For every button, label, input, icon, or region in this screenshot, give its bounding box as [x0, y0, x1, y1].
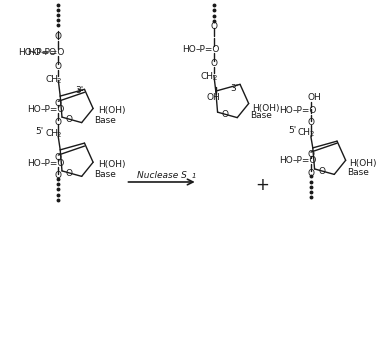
- Text: Base: Base: [250, 111, 272, 120]
- Text: O: O: [55, 171, 62, 180]
- Text: 2: 2: [57, 78, 61, 84]
- Text: H(OH): H(OH): [349, 159, 377, 168]
- Text: O: O: [319, 167, 325, 176]
- Text: O: O: [66, 169, 73, 178]
- Text: HO: HO: [27, 48, 41, 57]
- Text: O: O: [55, 62, 62, 71]
- Text: O: O: [66, 115, 73, 124]
- Text: 3': 3': [231, 84, 239, 93]
- Text: 1: 1: [192, 172, 196, 179]
- Text: 5': 5': [35, 127, 43, 136]
- Text: O: O: [307, 168, 314, 177]
- Text: O: O: [55, 99, 62, 108]
- Text: 3': 3': [75, 86, 83, 95]
- Text: –P=O: –P=O: [293, 106, 317, 115]
- Text: +: +: [255, 176, 269, 194]
- Text: CH: CH: [45, 75, 58, 84]
- Text: CH: CH: [298, 128, 311, 137]
- Text: –P=O: –P=O: [41, 105, 66, 114]
- Text: HO: HO: [279, 156, 293, 165]
- Text: OH: OH: [207, 93, 221, 102]
- Text: 2: 2: [213, 75, 217, 81]
- Text: Base: Base: [347, 168, 368, 177]
- Text: –P=O: –P=O: [41, 158, 66, 167]
- Text: O: O: [55, 32, 62, 41]
- Text: OH: OH: [307, 93, 321, 102]
- Text: 5': 5': [288, 126, 296, 135]
- Text: HO: HO: [27, 105, 41, 114]
- Text: CH: CH: [45, 129, 58, 138]
- Text: –P=O: –P=O: [41, 48, 66, 57]
- Text: HO: HO: [279, 106, 293, 115]
- Text: O: O: [307, 118, 314, 127]
- Text: Base: Base: [94, 170, 116, 179]
- Text: O: O: [210, 59, 218, 68]
- Text: HO: HO: [27, 158, 41, 167]
- Text: Base: Base: [94, 116, 116, 125]
- Text: HO: HO: [182, 45, 196, 54]
- Text: O: O: [307, 149, 314, 158]
- Text: CH: CH: [201, 72, 214, 81]
- Text: –P=O: –P=O: [196, 45, 220, 54]
- Text: H(OH): H(OH): [98, 106, 125, 115]
- Text: HO–P=O: HO–P=O: [18, 48, 56, 57]
- Text: 2: 2: [309, 131, 314, 137]
- Text: O: O: [55, 118, 62, 127]
- Text: H(OH): H(OH): [98, 160, 125, 169]
- Text: O: O: [221, 111, 229, 120]
- Text: 2: 2: [57, 132, 61, 138]
- Text: O: O: [55, 153, 62, 162]
- Text: H(OH): H(OH): [253, 104, 280, 113]
- Text: O: O: [210, 22, 218, 31]
- Text: –P=O: –P=O: [293, 156, 317, 165]
- Text: Nuclease S: Nuclease S: [137, 171, 186, 180]
